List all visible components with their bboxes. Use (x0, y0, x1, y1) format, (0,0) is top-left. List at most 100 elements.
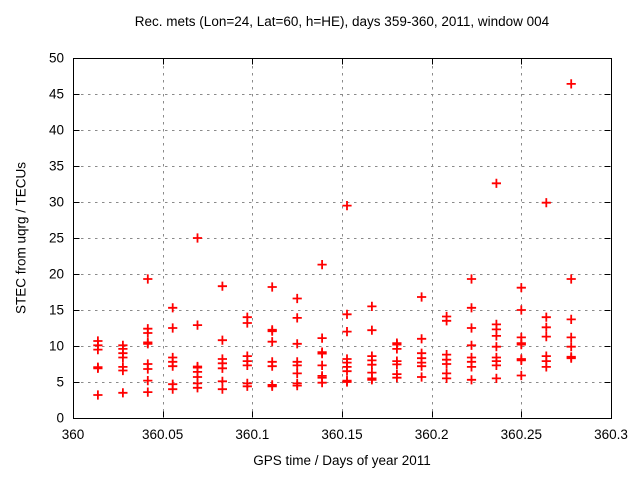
data-point-plus (367, 375, 377, 385)
data-point-plus (317, 260, 327, 270)
data-point-plus (217, 281, 227, 291)
data-point-plus (417, 292, 427, 302)
data-point-plus (466, 362, 477, 372)
data-point-plus (317, 333, 327, 343)
data-point-plus (192, 383, 203, 393)
data-point-plus (516, 370, 526, 381)
data-point-plus (118, 352, 128, 363)
data-point-plus (541, 332, 551, 342)
data-point-plus (516, 340, 526, 350)
data-point-plus (516, 355, 526, 365)
data-point-plus (442, 359, 452, 369)
data-point-plus (566, 274, 576, 284)
data-point-plus (192, 320, 203, 330)
x-tick-label: 360 (62, 427, 85, 442)
data-point-plus (417, 361, 427, 371)
data-point-plus (143, 274, 153, 284)
data-point-plus (491, 373, 501, 383)
y-tick-label: 25 (49, 231, 64, 246)
data-point-plus (392, 344, 402, 354)
x-tick-label: 360.1 (235, 427, 269, 442)
data-point-plus (566, 342, 576, 352)
data-point-plus (143, 387, 153, 397)
y-tick-label: 15 (49, 303, 64, 318)
data-point-plus (491, 342, 501, 352)
data-point-plus (118, 388, 128, 398)
data-point-plus (342, 327, 352, 337)
data-point-plus (566, 79, 576, 89)
y-tick-label: 30 (49, 195, 64, 210)
data-point-plus (516, 283, 526, 293)
y-tick-label: 50 (49, 51, 64, 66)
data-point-plus (392, 373, 402, 383)
data-point-plus (442, 373, 452, 383)
data-point-plus (242, 381, 252, 391)
data-point-plus (143, 339, 153, 349)
x-tick-label: 360.2 (415, 427, 449, 442)
data-point-plus (367, 325, 377, 335)
data-point-plus (143, 364, 153, 374)
data-point-plus (143, 328, 153, 338)
y-tick-label: 35 (49, 159, 64, 174)
data-point-plus (168, 361, 178, 371)
x-tick-label: 360.05 (142, 427, 183, 442)
data-point-plus (466, 274, 477, 284)
data-point-plus (217, 376, 227, 386)
data-point-plus (442, 316, 452, 326)
data-point-plus (118, 365, 128, 376)
data-point-plus (168, 323, 178, 333)
y-tick-label: 10 (49, 339, 64, 354)
data-point-plus (516, 305, 526, 315)
data-point-plus (466, 375, 477, 385)
data-point-plus (317, 360, 327, 370)
data-point-plus (292, 339, 302, 349)
data-point-plus (566, 353, 576, 363)
data-point-plus (267, 337, 277, 347)
data-point-plus (292, 293, 302, 304)
data-point-plus (242, 318, 252, 328)
y-tick-label: 45 (49, 87, 64, 102)
data-point-plus (93, 390, 103, 400)
data-point-plus (342, 309, 352, 319)
data-point-plus (292, 360, 302, 370)
x-tick-label: 360.3 (594, 427, 628, 442)
data-point-plus (267, 381, 277, 391)
data-point-plus (367, 360, 377, 370)
data-point-plus (93, 363, 103, 373)
data-point-plus (491, 360, 501, 370)
data-point-plus (466, 303, 477, 313)
data-point-plus (342, 377, 352, 387)
data-point-plus (292, 368, 302, 378)
data-point-plus (541, 362, 551, 372)
data-point-plus (242, 360, 252, 370)
y-tick-label: 5 (56, 375, 64, 390)
data-point-plus (491, 178, 501, 188)
data-point-plus (267, 326, 277, 336)
x-tick-label: 360.15 (321, 427, 362, 442)
data-point-plus (417, 372, 427, 382)
data-point-plus (566, 332, 576, 342)
data-point-plus (168, 384, 178, 394)
data-point-plus (192, 233, 203, 243)
data-point-plus (317, 378, 327, 388)
data-point-plus (466, 323, 477, 333)
data-point-plus (541, 312, 551, 322)
data-point-plus (217, 363, 227, 373)
data-point-plus (143, 376, 153, 386)
data-point-plus (292, 313, 302, 323)
data-point-plus (392, 359, 402, 369)
data-point-plus (267, 282, 277, 292)
data-point-plus (342, 366, 352, 376)
data-point-plus (292, 381, 302, 391)
x-axis-label: GPS time / Days of year 2011 (253, 453, 431, 468)
chart-title: Rec. mets (Lon=24, Lat=60, h=HE), days 3… (134, 14, 550, 29)
x-tick-label: 360.25 (501, 427, 542, 442)
data-point-plus (217, 335, 227, 345)
data-point-plus (541, 198, 551, 208)
data-point-plus (93, 345, 103, 355)
data-point-plus (342, 201, 352, 211)
data-point-plus (217, 384, 227, 394)
y-tick-label: 40 (49, 123, 64, 138)
